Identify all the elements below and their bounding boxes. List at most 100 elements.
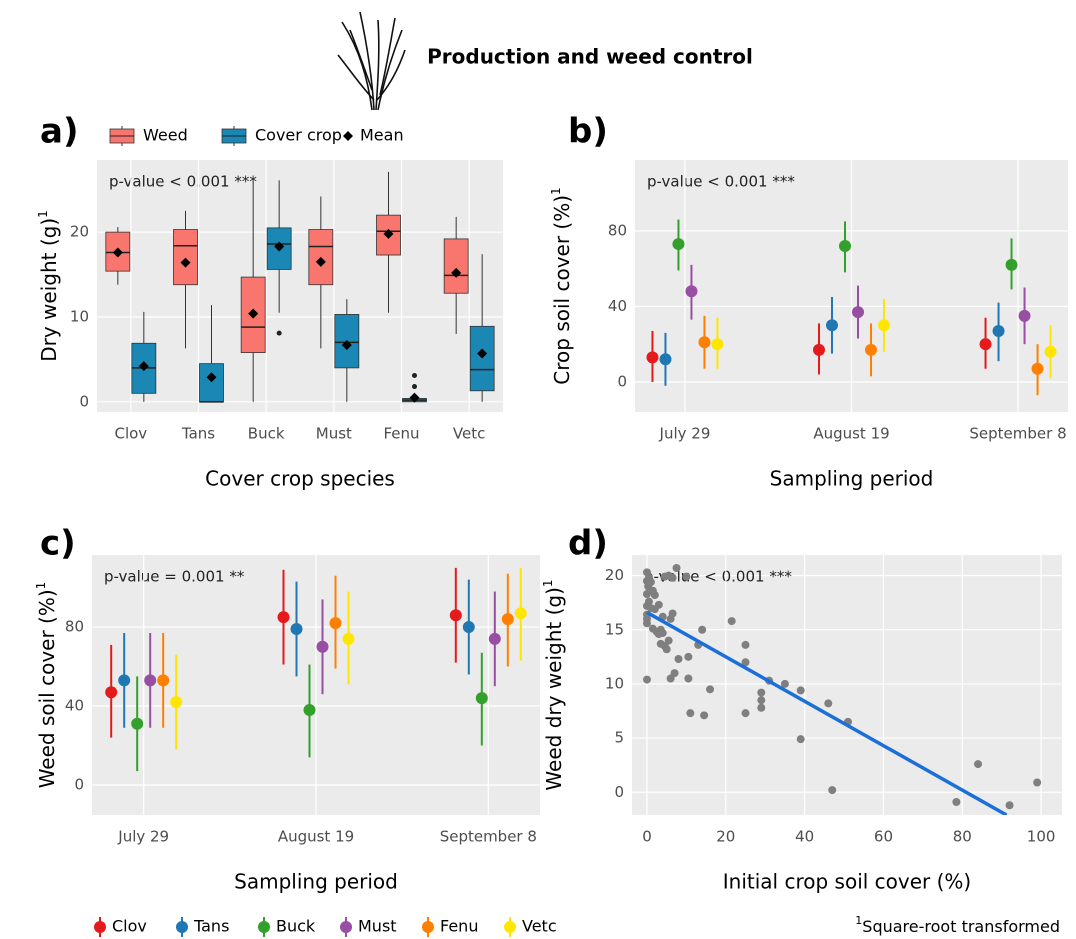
point <box>741 658 750 667</box>
point <box>672 564 681 572</box>
x-tick-label: Vetc <box>453 425 485 443</box>
point <box>839 239 851 252</box>
legend-label: Weed <box>143 126 188 145</box>
point <box>1018 309 1031 322</box>
y-tick-label: 15 <box>605 620 624 638</box>
panel-label: d) <box>568 524 608 564</box>
panel-label: a) <box>40 112 78 152</box>
point <box>672 238 685 251</box>
point <box>646 351 659 364</box>
point <box>316 640 329 653</box>
y-tick-label: 80 <box>608 221 627 239</box>
point <box>290 623 303 636</box>
point <box>757 696 766 705</box>
point <box>650 591 659 600</box>
y-axis-title-sup: 1 <box>36 210 50 218</box>
point <box>757 688 766 697</box>
point <box>642 619 651 628</box>
legend-label: Buck <box>276 917 316 936</box>
point <box>501 613 514 626</box>
legend-label: Vetc <box>522 917 557 936</box>
annotation: p-value < 0.001 *** <box>644 568 792 586</box>
x-tick-label: Buck <box>248 425 285 443</box>
mean-marker <box>409 392 420 403</box>
point <box>674 655 683 663</box>
point <box>865 343 877 356</box>
point <box>105 686 118 699</box>
y-tick-label: 5 <box>614 729 624 747</box>
mean-marker <box>180 257 191 268</box>
x-axis-title: Cover crop species <box>205 467 395 491</box>
point <box>684 674 693 683</box>
box <box>173 229 198 286</box>
annotation: p-value < 0.001 *** <box>109 173 257 191</box>
point <box>462 621 475 634</box>
x-tick-label: 0 <box>642 828 652 846</box>
point <box>700 711 709 720</box>
legend-point <box>94 921 106 933</box>
box <box>199 363 224 403</box>
plant-icon <box>337 11 406 111</box>
y-axis-title: Weed soil cover (%)1 <box>34 582 59 789</box>
panel-label: b) <box>568 112 608 152</box>
point <box>277 611 290 624</box>
point <box>449 609 462 622</box>
y-axis-title: Crop soil cover (%)1 <box>549 187 574 384</box>
point <box>813 343 825 356</box>
footnote-mark: 1 <box>855 914 862 927</box>
x-tick-label: September 8 <box>969 425 1066 443</box>
y-tick-label: 0 <box>74 775 84 793</box>
point <box>342 632 355 645</box>
point <box>1044 345 1057 358</box>
footnote: 1Square-root transformed <box>855 914 1060 936</box>
point <box>952 798 961 806</box>
y-tick-label: 0 <box>614 783 624 801</box>
x-tick-label: 40 <box>795 828 814 846</box>
point <box>662 645 671 654</box>
legend-label: Clov <box>112 917 147 936</box>
x-tick-label: Must <box>316 425 352 443</box>
point <box>1005 801 1014 810</box>
panel-label: c) <box>40 524 76 564</box>
y-tick-label: 0 <box>617 372 627 390</box>
mean-marker <box>451 267 462 278</box>
outlier <box>412 384 417 390</box>
annotation: p-value = 0.001 ** <box>104 568 245 586</box>
x-tick-label: July 29 <box>659 425 711 443</box>
plot-background <box>97 160 503 412</box>
mean-marker <box>383 228 394 239</box>
point <box>796 686 805 695</box>
y-tick-label: 20 <box>605 566 624 584</box>
point <box>664 636 673 645</box>
point <box>303 703 316 716</box>
point <box>741 640 750 649</box>
point <box>131 717 144 730</box>
point <box>852 306 864 319</box>
legend-point <box>340 921 352 933</box>
x-tick-label: Clov <box>114 425 147 443</box>
point <box>979 338 992 351</box>
point <box>157 674 170 687</box>
point <box>780 679 789 688</box>
box <box>334 314 360 369</box>
legend-point <box>176 921 188 933</box>
x-axis-title: Sampling period <box>234 870 398 894</box>
x-tick-label: Tans <box>181 425 215 443</box>
legend-label: Fenu <box>440 917 478 936</box>
point <box>1005 258 1018 271</box>
point <box>711 338 724 351</box>
plot-background <box>632 555 1062 815</box>
point <box>826 319 838 332</box>
point <box>1033 778 1042 787</box>
y-tick-label: 0 <box>79 392 89 410</box>
outlier <box>276 330 282 336</box>
mean-marker <box>341 339 352 350</box>
y-tick-label: 10 <box>70 307 89 325</box>
point <box>488 632 501 645</box>
box <box>443 238 469 294</box>
legend-point <box>422 921 434 933</box>
point <box>329 617 342 630</box>
point <box>642 675 651 684</box>
